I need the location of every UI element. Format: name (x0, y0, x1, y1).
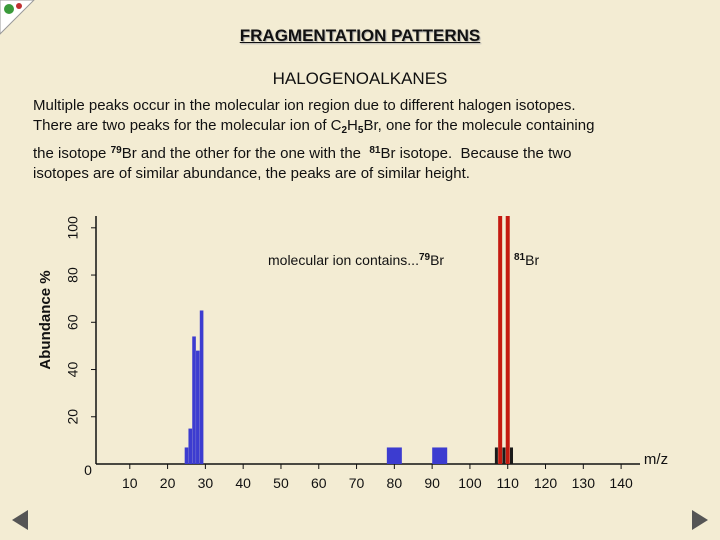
x-tick-label: 70 (349, 475, 365, 491)
x-tick-label: 50 (273, 475, 289, 491)
bar (502, 447, 506, 464)
x-axis-label: m/z (644, 451, 668, 468)
y-tick-label: 20 (65, 409, 81, 425)
x-tick-label: 60 (311, 475, 327, 491)
text: molecular ion contains... (268, 252, 419, 268)
origin-label: 0 (84, 462, 92, 478)
annotation: molecular ion contains...79Br (268, 252, 444, 268)
bar (199, 310, 204, 464)
nav-next[interactable] (692, 510, 708, 530)
x-tick-label: 90 (424, 475, 440, 491)
subscript: 5 (357, 125, 364, 136)
x-tick-label: 130 (572, 475, 596, 491)
x-tick-label: 40 (235, 475, 251, 491)
description: Multiple peaks occur in the molecular io… (33, 96, 594, 184)
y-tick-label: 40 (65, 362, 81, 378)
bar (196, 350, 200, 464)
text: Br, one for the molecule containing (363, 117, 595, 134)
x-tick-label: 120 (534, 475, 558, 491)
text: H (347, 117, 358, 134)
superscript: 79 (419, 252, 431, 263)
logo (0, 0, 35, 35)
text: Br (525, 252, 539, 268)
bar (184, 447, 189, 464)
y-tick-label: 80 (65, 267, 81, 283)
x-tick-label: 140 (609, 475, 633, 491)
text: Br (430, 252, 444, 268)
bar (188, 428, 193, 464)
x-tick-label: 20 (160, 475, 176, 491)
slide-title: FRAGMENTATION PATTERNS (239, 26, 481, 45)
text: isotopes are of similar abundance, the p… (33, 165, 470, 182)
superscript: 79 (110, 145, 122, 156)
y-axis-label: Abundance % (37, 270, 54, 369)
x-tick-label: 30 (198, 475, 214, 491)
bar (505, 216, 510, 464)
bar (432, 447, 448, 464)
y-tick-label: 60 (65, 314, 81, 330)
nav-prev[interactable] (12, 510, 28, 530)
bar (494, 447, 498, 464)
bar (498, 216, 503, 464)
superscript: 81 (369, 145, 381, 156)
x-tick-label: 80 (387, 475, 403, 491)
annotation: 81Br (514, 252, 539, 268)
x-tick-label: 100 (458, 475, 482, 491)
bar (386, 447, 402, 464)
slide-subtitle: HALOGENOALKANES (272, 69, 448, 88)
bar (192, 336, 196, 464)
text: Multiple peaks occur in the molecular io… (33, 97, 576, 114)
x-tick-label: 110 (497, 475, 520, 491)
bar (510, 447, 514, 464)
y-tick-label: 100 (65, 216, 81, 240)
text: There are two peaks for the molecular io… (33, 117, 342, 134)
text: Br isotope. Because the two (380, 145, 572, 162)
text: Br and the other for the one with the (121, 145, 370, 162)
subscript: 2 (341, 125, 348, 136)
superscript: 81 (514, 252, 526, 263)
x-tick-label: 10 (122, 475, 138, 491)
text: the isotope (33, 145, 111, 162)
